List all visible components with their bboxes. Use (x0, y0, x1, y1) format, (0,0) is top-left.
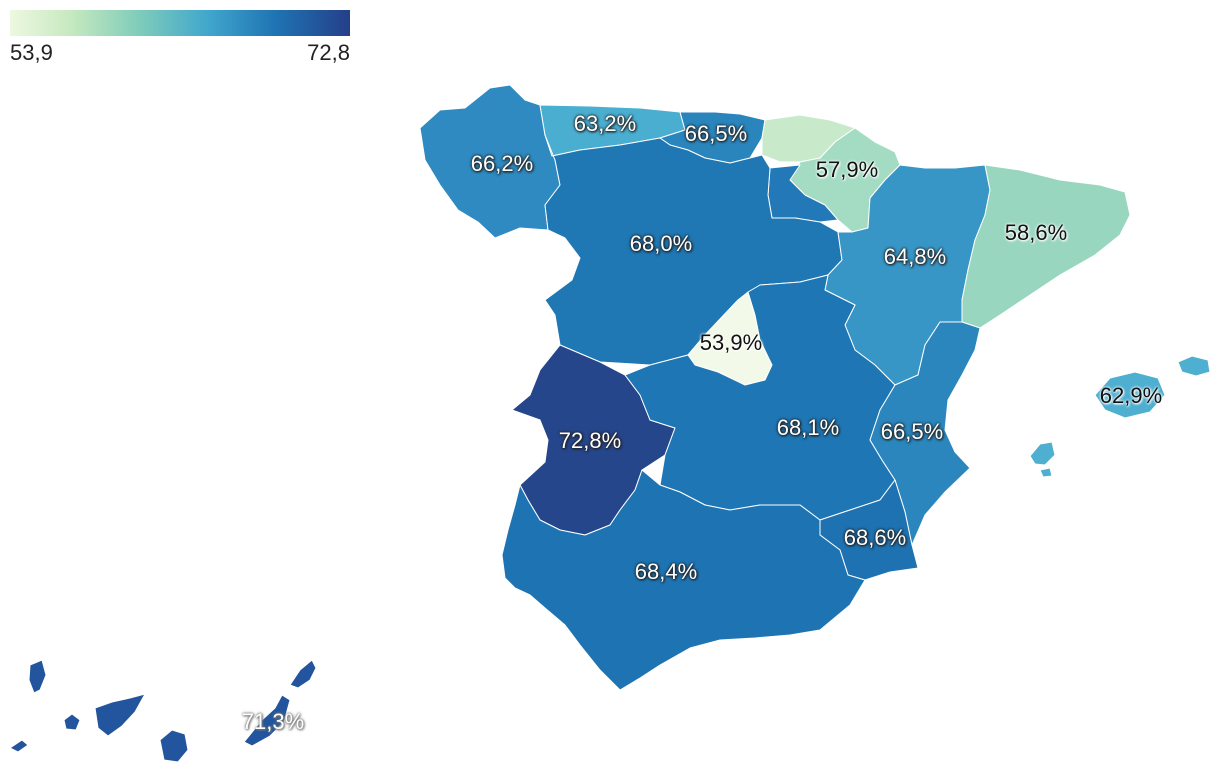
canary-islands (9, 659, 317, 763)
region-canarias-tenerife[interactable] (94, 693, 146, 737)
label-canarias: 71,3% (241, 709, 305, 734)
legend-min-label: 53,9 (10, 40, 53, 65)
balearic-islands (1029, 355, 1211, 478)
region-navarra[interactable] (789, 127, 901, 233)
mainland-regions (419, 84, 1131, 691)
label-aragon: 64,8% (883, 244, 947, 269)
region-canarias-elhierro[interactable] (9, 739, 29, 753)
label-asturias: 63,2% (573, 111, 637, 136)
label-cantabria: 66,5% (684, 121, 748, 146)
legend-max-label: 72,8 (307, 40, 350, 65)
region-canarias-lanzarote[interactable] (289, 659, 317, 689)
region-baleares-formentera[interactable] (1039, 467, 1053, 478)
label-castilla-leon: 68,0% (629, 231, 693, 256)
label-murcia: 68,6% (843, 525, 907, 550)
label-navarra: 57,9% (815, 157, 879, 182)
label-madrid: 53,9% (699, 330, 763, 355)
region-baleares-mallorca[interactable] (1094, 371, 1166, 419)
color-scale-legend: 53,9 72,8 (10, 10, 350, 65)
region-canarias-fuerteventura[interactable] (243, 694, 291, 747)
label-cataluna: 58,6% (1004, 220, 1068, 245)
legend-gradient-bar (10, 10, 350, 36)
label-baleares: 62,9% (1099, 383, 1163, 408)
region-canarias-lapalma[interactable] (28, 659, 47, 694)
label-andalucia: 68,4% (634, 559, 698, 584)
label-castilla-la-mancha: 68,1% (776, 415, 840, 440)
region-baleares-ibiza[interactable] (1029, 441, 1056, 466)
region-canarias-lagomera[interactable] (63, 713, 81, 731)
region-baleares-menorca[interactable] (1177, 355, 1211, 377)
region-cataluna[interactable] (961, 164, 1131, 329)
region-canarias-grancanaria[interactable] (159, 729, 189, 763)
label-comunidad-valenciana: 66,5% (880, 419, 944, 444)
region-andalucia[interactable] (501, 469, 866, 691)
label-extremadura: 72,8% (558, 428, 622, 453)
label-galicia: 66,2% (470, 151, 534, 176)
